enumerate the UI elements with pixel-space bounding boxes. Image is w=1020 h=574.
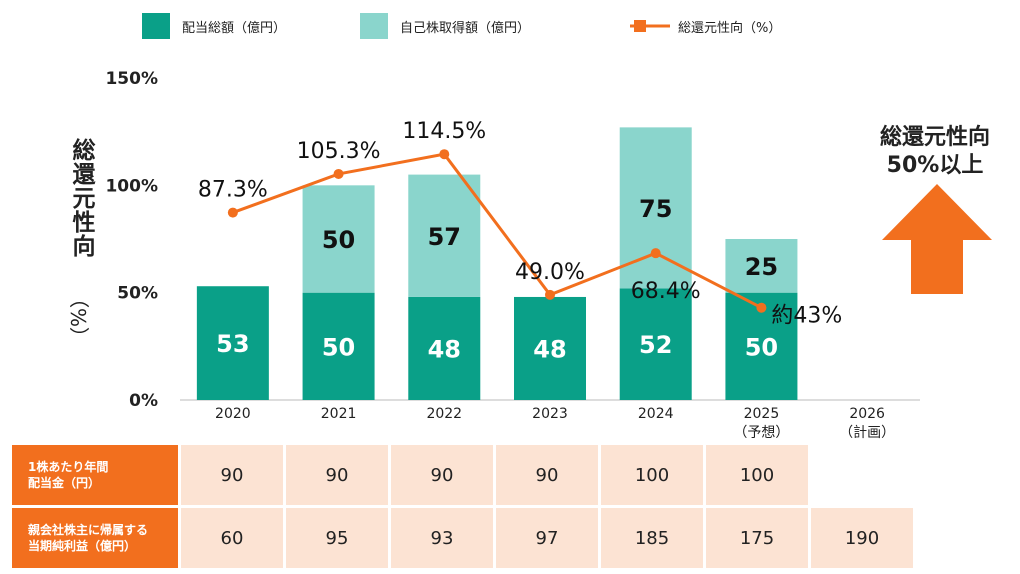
up-arrow-icon xyxy=(882,184,992,294)
ratio-point xyxy=(756,302,767,313)
bar-buyback xyxy=(408,174,481,297)
bar-label-dividends: 50 xyxy=(322,333,355,361)
legend-item-buyback: 自己株取得額（億円） xyxy=(360,12,530,40)
legend-label-buyback: 自己株取得額（億円） xyxy=(400,20,531,36)
table-header-line1: 1株あたり年間 xyxy=(28,460,109,474)
bar-buyback xyxy=(302,185,375,293)
x-tick-label: 2024 xyxy=(638,406,674,422)
ratio-point xyxy=(333,168,344,179)
ratio-label: 87.3% xyxy=(198,178,268,203)
table-row-net-income: 親会社株主に帰属する 当期純利益（億円） 60 95 93 97 185 175… xyxy=(12,508,913,568)
bar-label-dividends: 48 xyxy=(428,335,461,363)
bar-label-buyback: 25 xyxy=(745,253,778,281)
x-tick-sublabel: （計画） xyxy=(839,425,895,441)
table-row-dividend-per-share: 1株あたり年間 配当金（円） 90 90 90 90 100 100 xyxy=(12,445,913,505)
y-axis-label: 総還元性向 xyxy=(68,138,94,258)
y-tick-label: 150% xyxy=(105,69,158,89)
x-tick-label: 2020 xyxy=(215,406,251,422)
table-row-header: 1株あたり年間 配当金（円） xyxy=(12,445,178,505)
ratio-label: 約43% xyxy=(771,304,842,329)
bar-label-buyback: 75 xyxy=(639,195,672,223)
ratio-label: 68.4% xyxy=(631,279,701,304)
y-axis-unit: （%） xyxy=(66,288,90,348)
ratio-label: 114.5% xyxy=(402,119,486,144)
bar-label-dividends: 48 xyxy=(533,335,566,363)
x-tick-label: 2023 xyxy=(532,406,568,422)
bar-label-dividends: 53 xyxy=(216,330,249,358)
ratio-label: 105.3% xyxy=(297,139,381,164)
table-cell: 95 xyxy=(286,508,388,568)
table-cell: 90 xyxy=(391,445,493,505)
table-row-header: 親会社株主に帰属する 当期純利益（億円） xyxy=(12,508,178,568)
ratio-point xyxy=(545,289,555,300)
bar-label-buyback: 57 xyxy=(428,223,461,251)
legend-label-ratio: 総還元性向（%） xyxy=(678,20,782,36)
y-tick-label: 100% xyxy=(105,176,158,196)
table-cell: 175 xyxy=(706,508,808,568)
bar-dividends xyxy=(408,296,481,400)
ratio-point xyxy=(227,207,238,218)
bar-dividends xyxy=(514,296,586,400)
x-tick-label: 2022 xyxy=(426,406,462,422)
legend-swatch-dividends xyxy=(142,13,170,39)
ratio-point xyxy=(439,149,450,160)
table-cell: 90 xyxy=(286,445,388,505)
legend-item-ratio: 総還元性向（%） xyxy=(628,12,781,40)
legend-line-marker-icon xyxy=(630,20,670,32)
legend-item-dividends: 配当総額（億円） xyxy=(142,12,286,40)
table-cell: 93 xyxy=(391,508,493,568)
bar-label-dividends: 52 xyxy=(639,331,672,359)
table-cell-empty xyxy=(811,445,913,505)
legend-label-dividends: 配当総額（億円） xyxy=(182,20,287,36)
target-line2: 50%以上 xyxy=(886,153,984,178)
y-tick-label: 50% xyxy=(117,284,158,304)
table-header-line1: 親会社株主に帰属する xyxy=(28,523,149,537)
table-cell: 90 xyxy=(496,445,598,505)
bar-dividends xyxy=(196,286,269,400)
target-line1: 総還元性向 xyxy=(879,125,990,150)
table-cell: 185 xyxy=(601,508,703,568)
bar-label-dividends: 50 xyxy=(745,333,778,361)
table-cell: 190 xyxy=(811,508,913,568)
ratio-label: 49.0% xyxy=(515,260,585,285)
x-tick-sublabel: （予想） xyxy=(733,425,789,441)
y-tick-label: 0% xyxy=(129,391,158,411)
table-cell: 90 xyxy=(181,445,283,505)
bar-buyback xyxy=(725,239,798,293)
target-note: 総還元性向 50%以上 xyxy=(860,124,1010,180)
legend-swatch-buyback xyxy=(360,13,388,39)
table-cell: 97 xyxy=(496,508,598,568)
table-cell: 100 xyxy=(601,445,703,505)
table-cell: 100 xyxy=(706,445,808,505)
x-tick-label: 2025 xyxy=(744,406,780,422)
ratio-line xyxy=(232,152,763,310)
ratio-point xyxy=(650,248,661,259)
bar-label-buyback: 50 xyxy=(322,226,355,254)
x-tick-label: 2026 xyxy=(849,406,885,422)
bar-dividends xyxy=(302,292,375,400)
table-cell: 60 xyxy=(181,508,283,568)
bar-dividends xyxy=(619,288,692,400)
table-header-line2: 当期純利益（億円） xyxy=(28,539,137,553)
table-header-line2: 配当金（円） xyxy=(28,476,101,490)
x-tick-label: 2021 xyxy=(321,406,357,422)
